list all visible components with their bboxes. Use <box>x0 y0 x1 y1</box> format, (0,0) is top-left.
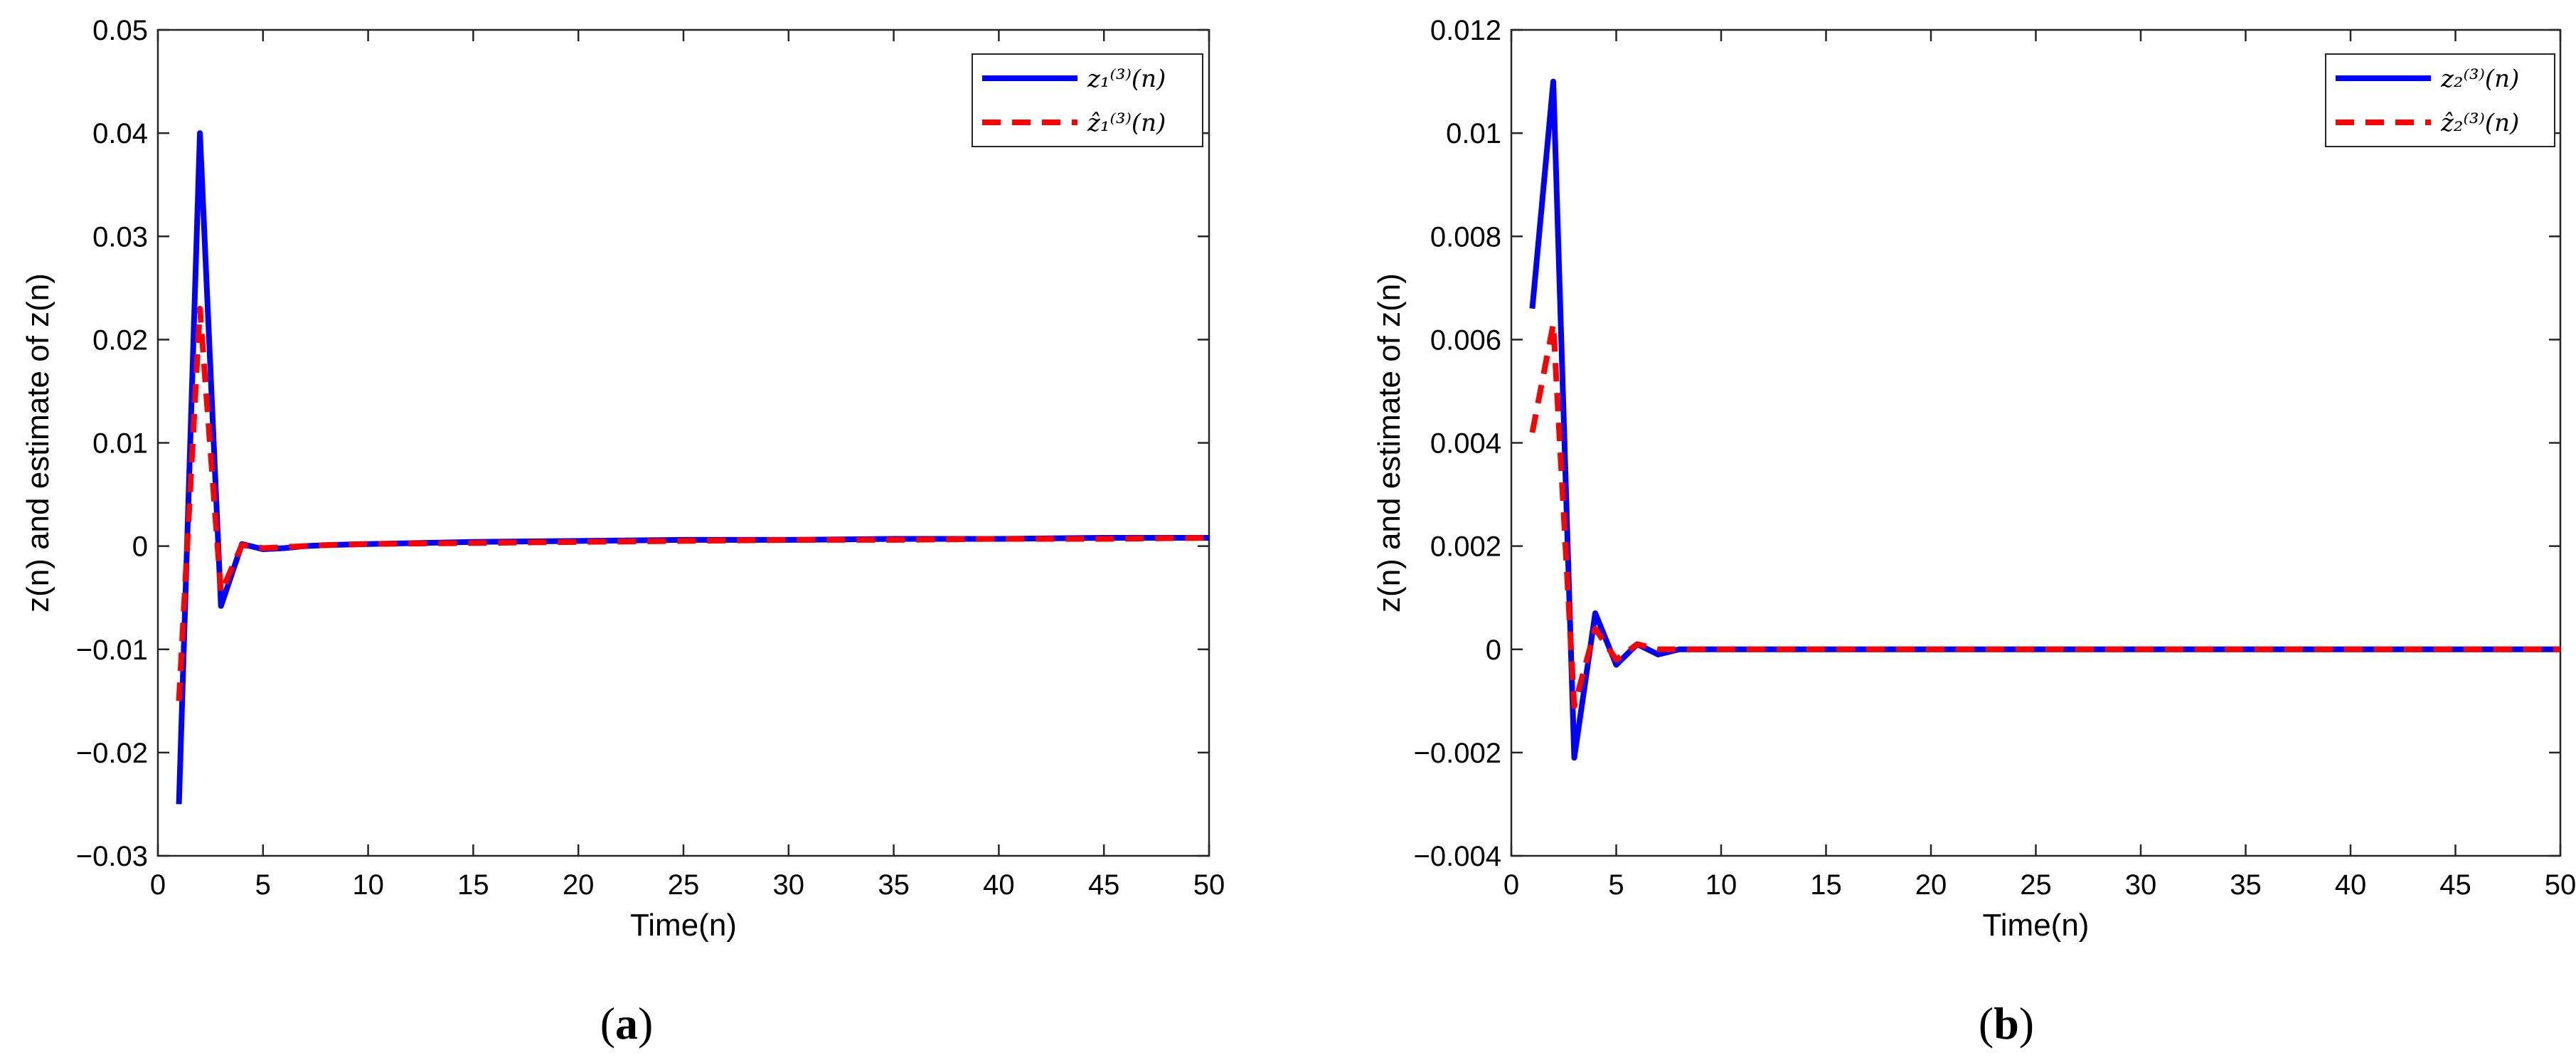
x-tick-label: 20 <box>1915 869 1947 901</box>
series-line-estimate <box>1529 321 2560 709</box>
panel-label: (b) <box>1979 998 2034 1049</box>
panel-label-letter: b <box>1994 998 2019 1049</box>
panel-label-open: ( <box>1979 998 1994 1049</box>
x-tick-label: 35 <box>878 869 910 901</box>
y-axis-label: z(n) and estimate of z(n) <box>1372 273 1407 613</box>
y-tick-label: 0.01 <box>1446 118 1501 149</box>
legend-label: ẑ₁⁽³⁾(n) <box>1087 109 1166 137</box>
y-tick-label: 0.012 <box>1430 15 1501 46</box>
x-tick-label: 45 <box>1088 869 1120 901</box>
x-tick-label: 40 <box>2335 869 2367 901</box>
plot-area <box>156 28 1210 857</box>
x-tick-label: 15 <box>457 869 489 901</box>
panel-label-close: ) <box>638 998 653 1049</box>
x-tick-label: 30 <box>2125 869 2157 901</box>
y-tick-label: 0 <box>132 531 148 563</box>
x-tick-label: 25 <box>2020 869 2052 901</box>
y-tick-label: −0.02 <box>76 738 148 769</box>
plot-area <box>1510 28 2562 857</box>
y-tick-label: 0.02 <box>92 324 148 356</box>
y-tick-label: 0.04 <box>92 118 148 149</box>
legend-box <box>2325 53 2555 147</box>
y-tick-label: 0.006 <box>1430 324 1501 356</box>
x-tick-label: 15 <box>1810 869 1842 901</box>
legend-label: ẑ₂⁽³⁾(n) <box>2440 109 2519 137</box>
x-axis-label: Time(n) <box>630 908 737 943</box>
y-tick-label: 0.03 <box>92 221 148 253</box>
chart-panel-b: 0 5 10 15 20 25 30 35 40 45 50 −0.004 −0.002 0 0.002 0.… <box>1372 15 2576 1049</box>
legend: z₁⁽³⁾(n) ẑ₁⁽³⁾(n) <box>972 53 1203 147</box>
y-tick-label: −0.002 <box>1414 738 1501 769</box>
y-tick-label: 0 <box>1486 635 1501 666</box>
x-tick-label: 35 <box>2230 869 2262 901</box>
y-axis-label: z(n) and estimate of z(n) <box>21 273 55 613</box>
series-group <box>1529 78 2560 761</box>
y-tick-label: −0.03 <box>76 841 148 872</box>
y-tick-label: −0.004 <box>1414 841 1501 872</box>
x-tick-label: 50 <box>1193 869 1225 901</box>
series-group <box>176 130 1209 805</box>
legend-label: z₁⁽³⁾(n) <box>1087 65 1166 93</box>
panel-label-open: ( <box>600 998 615 1049</box>
x-tick-label: 10 <box>352 869 384 901</box>
y-tick-label: −0.01 <box>76 635 148 666</box>
x-tick-label: 25 <box>668 869 700 901</box>
legend-box <box>972 53 1203 147</box>
x-tick-label: 5 <box>255 869 271 901</box>
chart-panel-a: 0 5 10 15 20 25 30 35 40 45 50 −0.03 −0.02 −0.01 0 0.01… <box>21 15 1225 1049</box>
y-tick-label: 0.01 <box>92 428 148 460</box>
x-axis-label: Time(n) <box>1983 908 2090 943</box>
y-tick-label: 0.004 <box>1430 428 1501 460</box>
y-tick-label: 0.05 <box>92 15 148 46</box>
x-tick-label: 5 <box>1608 869 1624 901</box>
x-tick-label: 0 <box>150 869 166 901</box>
x-tick-label: 10 <box>1705 869 1737 901</box>
panel-label: (a) <box>600 998 654 1049</box>
legend-label: z₂⁽³⁾(n) <box>2440 65 2519 93</box>
x-tick-label: 0 <box>1503 869 1519 901</box>
legend: z₂⁽³⁾(n) ẑ₂⁽³⁾(n) <box>2325 53 2555 147</box>
x-tick-label: 40 <box>983 869 1015 901</box>
y-tick-label: 0.002 <box>1430 531 1501 563</box>
x-tick-label: 20 <box>563 869 595 901</box>
panel-label-close: ) <box>2019 998 2034 1049</box>
x-tick-label: 50 <box>2545 869 2576 901</box>
series-line-estimate <box>176 305 1209 701</box>
y-tick-label: 0.008 <box>1430 221 1501 253</box>
x-tick-label: 30 <box>773 869 805 901</box>
x-tick-label: 45 <box>2439 869 2471 901</box>
panel-label-letter: a <box>615 998 638 1049</box>
